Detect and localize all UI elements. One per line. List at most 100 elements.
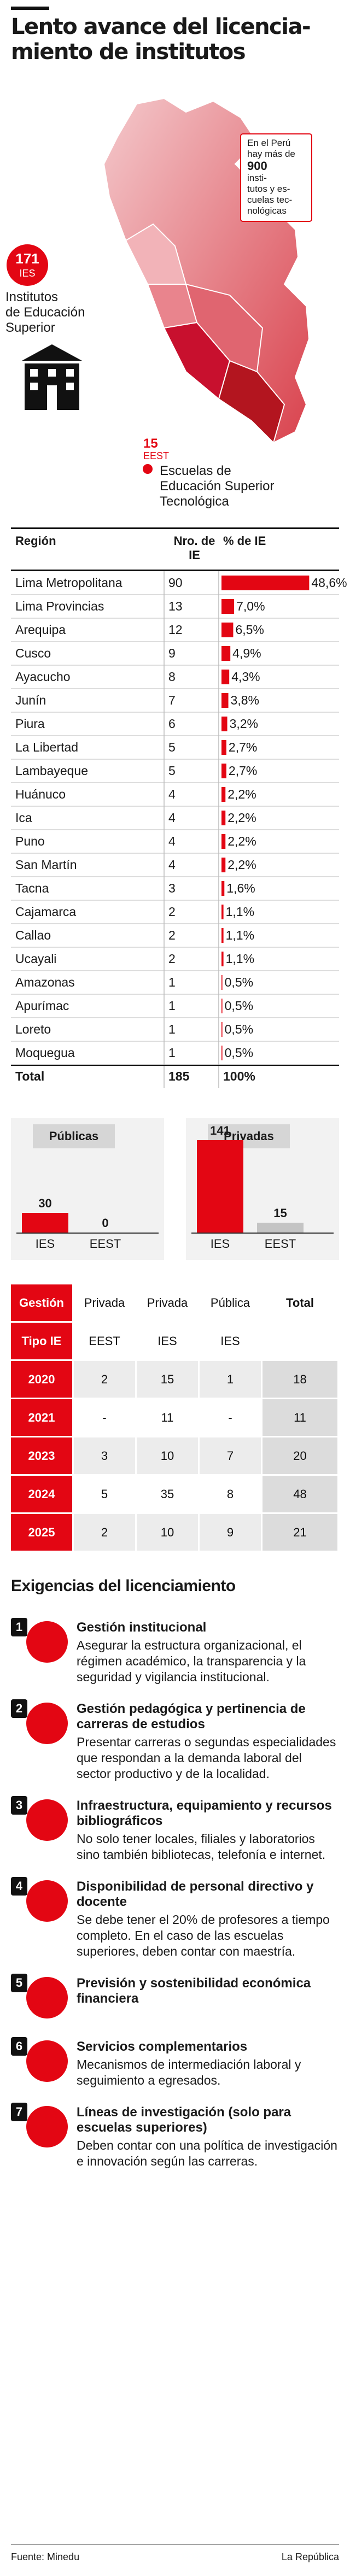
- gestion-total: 20: [262, 1437, 337, 1474]
- region-count: 13: [168, 599, 183, 613]
- region-name: Apurímac: [15, 999, 69, 1013]
- requirement-body: Infraestructura, equipamiento y recursos…: [77, 1796, 339, 1863]
- pct-bar: [221, 717, 228, 731]
- gestion-cell: -: [200, 1399, 261, 1436]
- region-count: 12: [168, 623, 183, 637]
- map: [7, 97, 312, 474]
- note-text: tutos y es-: [247, 184, 290, 194]
- gestion-year: 2025: [11, 1514, 72, 1551]
- requirement-title: Disponibilidad de personal directivo y d…: [77, 1879, 314, 1909]
- pct-bar: [221, 670, 230, 684]
- gestion-year: 2020: [11, 1361, 72, 1398]
- requirement: 3 Infraestructura, equipamiento y recurso…: [11, 1796, 339, 1863]
- footer-source: Fuente: Minedu: [11, 2551, 80, 2562]
- region-count: 90: [168, 576, 183, 590]
- pct-bar: [221, 975, 223, 990]
- region-count: 1: [168, 1046, 176, 1060]
- region-name: Huánuco: [15, 787, 66, 801]
- pct-label: 1,6%: [226, 881, 255, 895]
- requirement-title: Gestión institucional: [77, 1620, 207, 1635]
- icon-circle: [26, 1880, 68, 1922]
- pct-label: 3,8%: [230, 693, 259, 707]
- region-count: 2: [168, 952, 176, 966]
- region-name: Lima Provincias: [15, 599, 104, 613]
- gestion-total: 21: [262, 1514, 337, 1551]
- region-name: Amazonas: [15, 975, 75, 989]
- region-name: Cusco: [15, 646, 51, 660]
- region-count: 4: [168, 834, 176, 848]
- note-text: insti-: [247, 173, 267, 183]
- ies-abbr: IES: [19, 268, 36, 279]
- title-line: miento de institutos: [11, 39, 246, 64]
- requirement-icon: 3: [11, 1796, 71, 1845]
- pct-label: 1,1%: [225, 905, 255, 919]
- requirement-icon: 7: [11, 2103, 71, 2152]
- bar-value: 15: [273, 1206, 287, 1220]
- note-text: hay más de: [247, 149, 295, 159]
- eest-label: Escuelas de: [160, 463, 231, 478]
- column-header: % de IE: [223, 534, 266, 548]
- region-count: 5: [168, 764, 176, 778]
- bar-category: IES: [210, 1237, 230, 1251]
- requirement-title: Previsión y sostenibilidad económica fin…: [77, 1976, 311, 2006]
- icon-circle: [26, 2106, 68, 2147]
- gestion-cell: 1: [200, 1361, 261, 1398]
- note-text: En el Perú: [247, 138, 291, 148]
- pct-label: 0,5%: [224, 1046, 254, 1060]
- gestion-header: Pública: [200, 1284, 261, 1321]
- bar: [197, 1140, 243, 1233]
- pct-label: 2,2%: [228, 811, 256, 825]
- pct-bar: [221, 1022, 223, 1037]
- pct-label: 3,2%: [229, 717, 258, 731]
- gestion-cell: 11: [137, 1399, 198, 1436]
- gestion-cell: 10: [137, 1514, 198, 1551]
- pct-label: 1,1%: [225, 952, 255, 966]
- ies-count: 171: [15, 250, 39, 267]
- baseline: [16, 1233, 159, 1234]
- pct-label: 2,2%: [228, 787, 256, 801]
- requirement-body: Previsión y sostenibilidad económica fin…: [77, 1974, 339, 2023]
- pct-bar: [221, 576, 310, 590]
- requirement-body: Disponibilidad de personal directivo y d…: [77, 1877, 339, 1959]
- gestion-subheader: IES: [137, 1323, 198, 1359]
- bar-value: 141: [210, 1123, 230, 1137]
- pct-bars: [11, 571, 339, 1088]
- column-header: Nro. de IE: [173, 534, 215, 562]
- total-label: Total: [15, 1069, 45, 1083]
- requirement-icon: 2: [11, 1699, 71, 1748]
- total-count: 185: [168, 1069, 190, 1083]
- pct-bar: [221, 693, 229, 708]
- eest-dot: [143, 464, 153, 474]
- gestion-header: Total: [262, 1284, 337, 1321]
- number-box: 3: [11, 1796, 27, 1815]
- region-name: Tacna: [15, 881, 49, 895]
- region-count: 6: [168, 717, 176, 731]
- eest-count: 15: [143, 436, 158, 451]
- gestion-subheader: IES: [200, 1323, 261, 1359]
- pct-label: 0,5%: [224, 1022, 254, 1036]
- icon-circle: [26, 2040, 68, 2082]
- pct-bar: [221, 905, 224, 919]
- region-name: La Libertad: [15, 740, 79, 754]
- requirement-title: Infraestructura, equipamiento y recursos…: [77, 1798, 332, 1828]
- region-name: Cajamarca: [15, 905, 77, 919]
- requirements-title: Exigencias del licenciamiento: [11, 1577, 236, 1595]
- gestion-cell: 3: [74, 1437, 135, 1474]
- region-name: Loreto: [15, 1022, 51, 1036]
- eest-abbr: EEST: [143, 450, 170, 461]
- region-name: Puno: [15, 834, 45, 848]
- gestion-subheader: Tipo IE: [11, 1323, 72, 1359]
- number-box: 2: [11, 1699, 27, 1718]
- pct-bar: [221, 999, 223, 1013]
- region-count: 4: [168, 858, 176, 872]
- pct-label: 1,1%: [225, 928, 255, 942]
- region-count: 9: [168, 646, 176, 660]
- region: [125, 223, 187, 285]
- number-box: 1: [11, 1618, 27, 1636]
- requirement-icon: 4: [11, 1877, 71, 1926]
- pct-bar: [221, 787, 226, 802]
- region-count: 3: [168, 881, 176, 895]
- panel-title: Públicas: [33, 1124, 115, 1148]
